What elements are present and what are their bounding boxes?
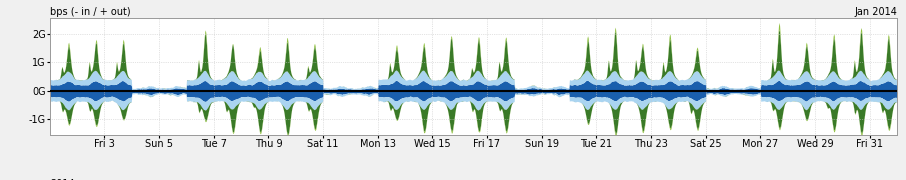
Text: bps (- in / + out): bps (- in / + out) xyxy=(50,7,130,17)
Text: Jan 2014: Jan 2014 xyxy=(854,7,897,17)
Text: 2014: 2014 xyxy=(50,179,74,180)
